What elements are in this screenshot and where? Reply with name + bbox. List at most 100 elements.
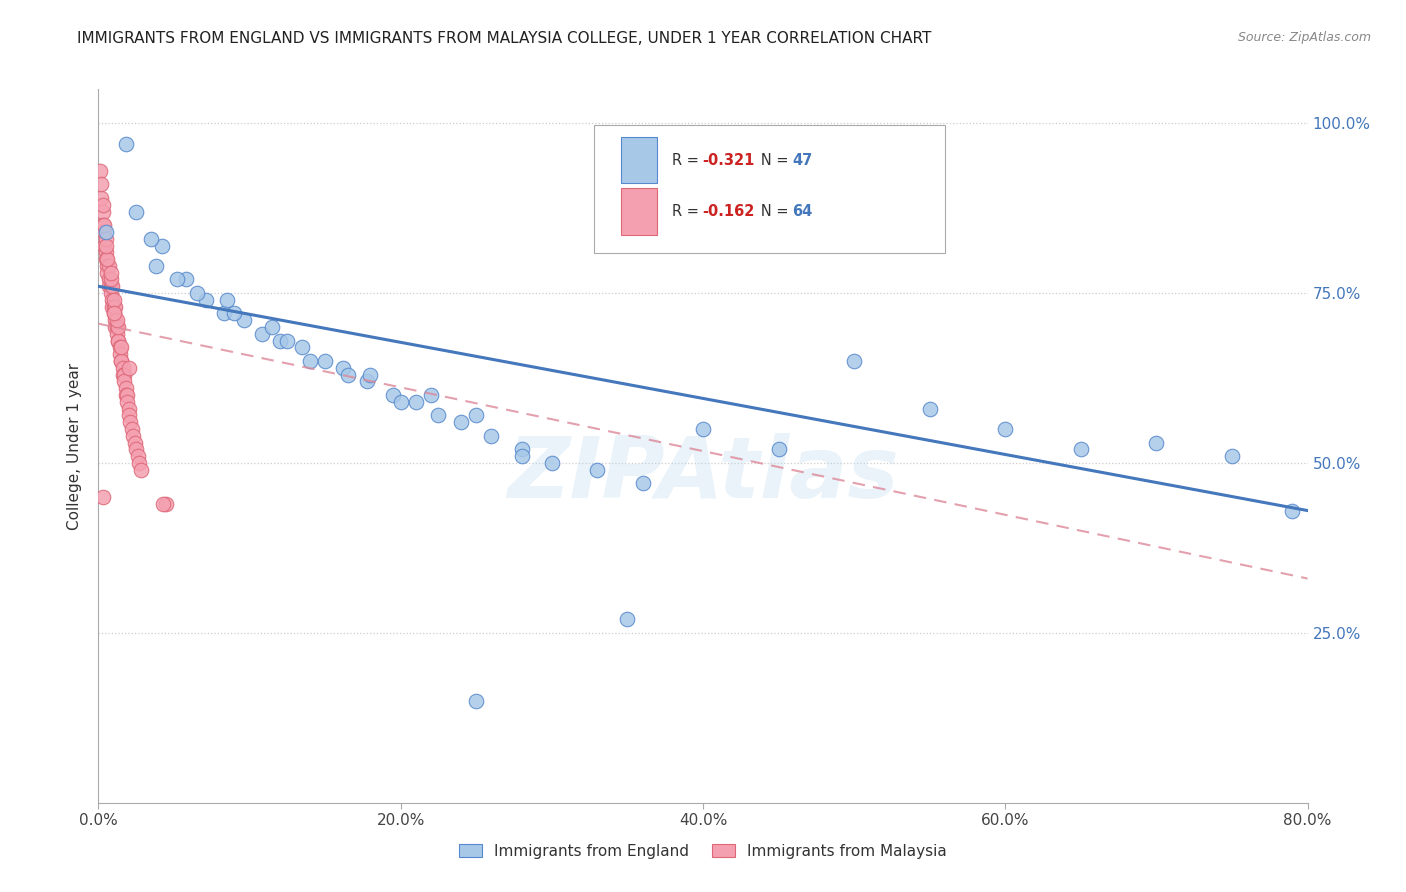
Immigrants from England — [540, 456, 562, 470]
Immigrants from Malaysia — [111, 360, 134, 375]
Text: Source: ZipAtlas.com: Source: ZipAtlas.com — [1237, 31, 1371, 45]
Immigrants from England — [125, 204, 148, 219]
Text: ZIPAtlas: ZIPAtlas — [508, 433, 898, 516]
Immigrants from England — [215, 293, 238, 307]
Immigrants from England — [382, 388, 405, 402]
Immigrants from England — [994, 422, 1017, 436]
Immigrants from Malaysia — [91, 204, 114, 219]
Immigrants from England — [332, 360, 354, 375]
FancyBboxPatch shape — [621, 188, 657, 235]
Text: -0.162: -0.162 — [702, 204, 754, 219]
Immigrants from England — [1070, 442, 1092, 457]
Immigrants from England — [631, 476, 654, 491]
Immigrants from Malaysia — [101, 279, 124, 293]
Immigrants from Malaysia — [90, 178, 112, 192]
Immigrants from Malaysia — [112, 375, 135, 389]
Immigrants from England — [389, 394, 412, 409]
Immigrants from England — [166, 272, 188, 286]
Immigrants from England — [1281, 503, 1303, 517]
Immigrants from England — [250, 326, 273, 341]
Immigrants from England — [94, 225, 117, 239]
Immigrants from England — [269, 334, 291, 348]
Immigrants from Malaysia — [107, 334, 129, 348]
Immigrants from England — [360, 368, 382, 382]
Immigrants from Malaysia — [152, 497, 174, 511]
Immigrants from Malaysia — [107, 320, 129, 334]
Immigrants from Malaysia — [101, 293, 124, 307]
Immigrants from England — [186, 286, 208, 301]
Immigrants from England — [844, 354, 866, 368]
Immigrants from Malaysia — [114, 381, 136, 395]
Immigrants from Malaysia — [110, 354, 132, 368]
Immigrants from Malaysia — [118, 409, 141, 423]
Text: IMMIGRANTS FROM ENGLAND VS IMMIGRANTS FROM MALAYSIA COLLEGE, UNDER 1 YEAR CORREL: IMMIGRANTS FROM ENGLAND VS IMMIGRANTS FR… — [77, 31, 932, 46]
Immigrants from Malaysia — [120, 415, 142, 429]
Immigrants from England — [224, 306, 246, 320]
Immigrants from England — [465, 694, 488, 708]
Immigrants from Malaysia — [110, 341, 132, 355]
Immigrants from England — [405, 394, 427, 409]
Immigrants from England — [510, 442, 533, 457]
Immigrants from Malaysia — [105, 320, 128, 334]
Immigrants from Malaysia — [101, 300, 124, 314]
Immigrants from Malaysia — [118, 401, 141, 416]
Immigrants from England — [212, 306, 235, 320]
Immigrants from Malaysia — [91, 218, 114, 232]
Y-axis label: College, Under 1 year: College, Under 1 year — [67, 362, 83, 530]
Immigrants from England — [141, 232, 163, 246]
Immigrants from Malaysia — [104, 320, 127, 334]
Immigrants from Malaysia — [103, 306, 125, 320]
Immigrants from Malaysia — [94, 232, 117, 246]
Immigrants from Malaysia — [98, 272, 121, 286]
Immigrants from England — [586, 463, 609, 477]
Immigrants from England — [427, 409, 450, 423]
Immigrants from Malaysia — [108, 347, 131, 361]
Immigrants from England — [356, 375, 378, 389]
Immigrants from Malaysia — [108, 341, 131, 355]
Immigrants from Malaysia — [96, 259, 118, 273]
Immigrants from Malaysia — [91, 198, 114, 212]
Immigrants from England — [616, 612, 638, 626]
Immigrants from England — [314, 354, 336, 368]
Immigrants from Malaysia — [93, 218, 115, 232]
Immigrants from England — [1220, 449, 1243, 463]
Immigrants from Malaysia — [111, 368, 134, 382]
Immigrants from Malaysia — [104, 300, 127, 314]
Immigrants from Malaysia — [103, 293, 125, 307]
Immigrants from England — [299, 354, 322, 368]
Immigrants from Malaysia — [94, 252, 117, 266]
FancyBboxPatch shape — [595, 125, 945, 253]
Text: R =: R = — [672, 204, 703, 219]
Immigrants from England — [194, 293, 217, 307]
Text: R =: R = — [672, 153, 703, 168]
Immigrants from Malaysia — [98, 259, 121, 273]
Legend: Immigrants from England, Immigrants from Malaysia: Immigrants from England, Immigrants from… — [451, 836, 955, 866]
Immigrants from England — [420, 388, 443, 402]
Immigrants from England — [145, 259, 167, 273]
Immigrants from England — [336, 368, 359, 382]
Immigrants from England — [918, 401, 941, 416]
Immigrants from Malaysia — [93, 238, 115, 252]
Immigrants from England — [1146, 435, 1168, 450]
Immigrants from Malaysia — [107, 334, 129, 348]
Immigrants from Malaysia — [91, 490, 114, 504]
Immigrants from Malaysia — [122, 429, 145, 443]
Immigrants from England — [465, 409, 488, 423]
Immigrants from England — [481, 429, 503, 443]
Immigrants from Malaysia — [127, 449, 149, 463]
Immigrants from Malaysia — [114, 388, 136, 402]
Immigrants from England — [262, 320, 284, 334]
Immigrants from England — [150, 238, 173, 252]
Immigrants from England — [232, 313, 254, 327]
Immigrants from Malaysia — [121, 422, 143, 436]
Immigrants from England — [114, 136, 136, 151]
Text: -0.321: -0.321 — [702, 153, 754, 168]
Immigrants from Malaysia — [110, 354, 132, 368]
Immigrants from Malaysia — [90, 191, 112, 205]
Immigrants from England — [450, 415, 472, 429]
Immigrants from Malaysia — [89, 163, 111, 178]
Immigrants from Malaysia — [104, 313, 127, 327]
Immigrants from Malaysia — [96, 252, 118, 266]
Text: 47: 47 — [793, 153, 813, 168]
Immigrants from Malaysia — [115, 394, 138, 409]
